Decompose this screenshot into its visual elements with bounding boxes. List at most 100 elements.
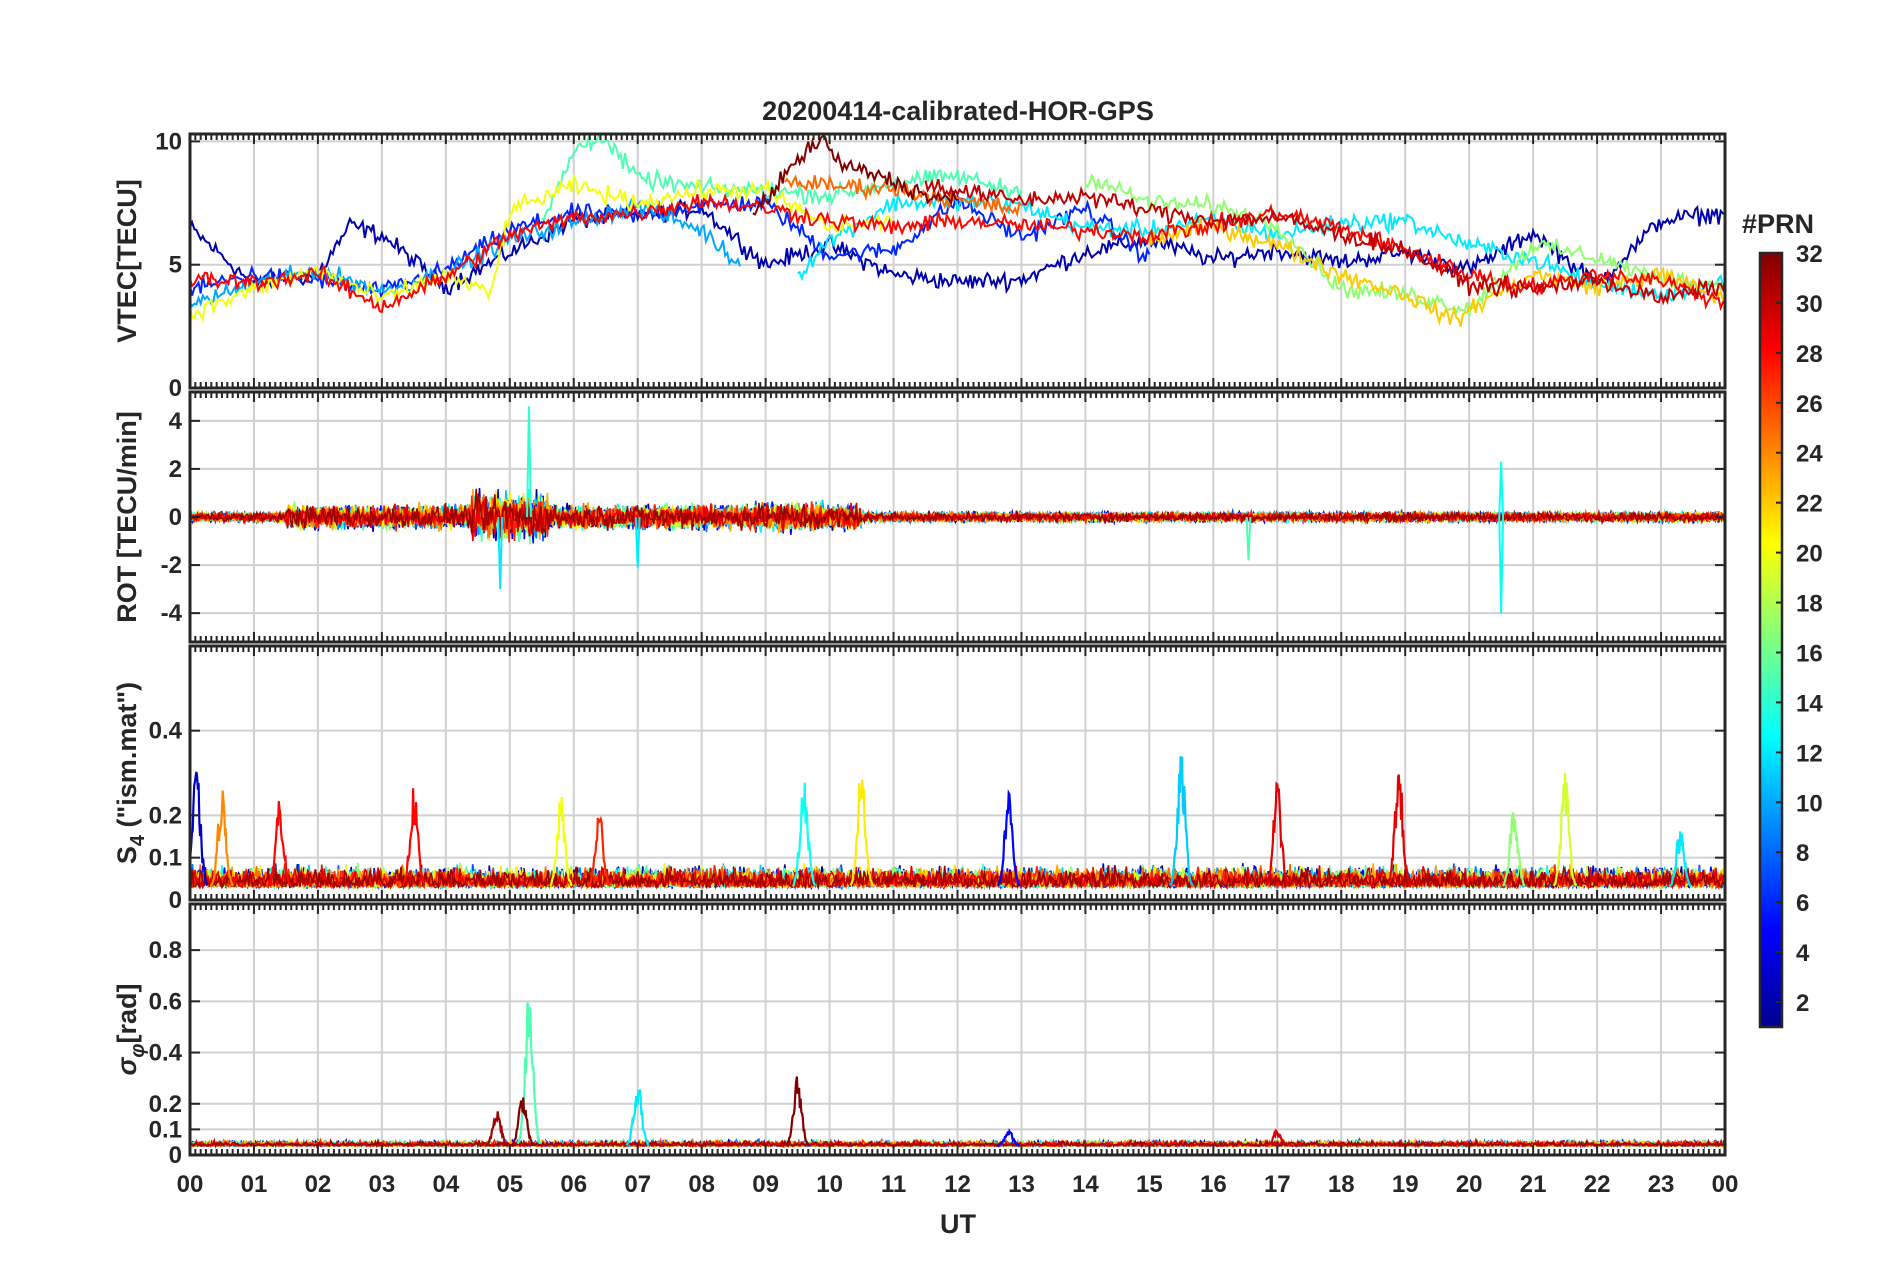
y-axis-label: S4 ("ism.mat") [112,682,149,864]
colorbar-tick-label: 2 [1796,990,1809,1017]
peak-series-prn-27 [587,815,612,887]
y-axis-label: VTEC[TECU] [112,179,142,343]
peak-series-prn-28 [267,801,292,887]
series-group [190,406,1725,614]
y-tick-label: 0 [169,504,182,531]
x-tick-label: 09 [752,1171,779,1198]
x-tick-label: 16 [1200,1171,1227,1198]
x-axis-label: UT [940,1209,976,1239]
series-group [190,756,1725,891]
y-tick-label: 10 [155,128,182,155]
grid [189,904,1726,1156]
colorbar-tick-label: 26 [1796,391,1823,418]
peak-series-prn-20 [549,796,573,887]
rot-panel: -4 -2 0 2 4 ROT [TECU/min] [112,390,1727,644]
peak-series-prn-32 [510,1097,535,1147]
peak-series-prn-5 [997,1128,1021,1147]
y-tick-label: 0.1 [149,845,182,872]
x-tick-label: 23 [1648,1171,1675,1198]
y-tick-label: 0 [169,1142,182,1169]
x-tick-label: 15 [1136,1171,1163,1198]
tick-marks [189,134,1726,389]
colorbar-tick-label: 32 [1796,241,1823,268]
y-tick-label: 0.4 [149,1040,183,1067]
x-tick-label: 00 [177,1171,204,1198]
peak-series-prn-12 [625,1089,650,1146]
y-tick-label: 0.4 [149,718,183,745]
peak-series-prn-29 [1265,781,1289,887]
rot-spike [526,406,532,518]
x-tick-label: 13 [1008,1171,1035,1198]
colorbar-tick-label: 12 [1796,740,1823,767]
colorbar-tick-label: 20 [1796,541,1823,568]
colorbar-label: #PRN [1742,209,1814,239]
chart-title: 20200414-calibrated-HOR-GPS [762,96,1154,126]
y-tick-label: 0.6 [149,988,182,1015]
peak-series-prn-31 [485,1111,509,1147]
x-tick-label: 12 [944,1171,971,1198]
series-line-prn-30 [924,178,1725,306]
x-axis-ticks: 00 01 02 03 04 05 06 07 08 09 10 11 12 13 14 15 16 17 18 19… [177,1171,1739,1198]
y-axis-label: σφ[rad] [112,984,149,1076]
y-tick-label: 0 [169,375,182,402]
colorbar-tick-label: 16 [1796,640,1823,667]
sigma-phi-panel: 00.10.2 0.4 0.6 0.8σφ[rad] [112,902,1727,1169]
series-line-prn-20 [190,172,895,324]
y-tick-label: -2 [161,552,182,579]
peak-series-prn-15 [516,1002,542,1145]
colorbar-tick-label: 30 [1796,291,1823,318]
x-tick-label: 01 [241,1171,268,1198]
x-tick-label: 21 [1520,1171,1547,1198]
x-tick-label: 19 [1392,1171,1419,1198]
peak-series-prn-11 [1169,756,1194,887]
peak-series-prn-32 [785,1076,810,1146]
y-tick-label: 5 [169,252,182,279]
x-tick-label: 18 [1328,1171,1355,1198]
x-tick-label: 22 [1584,1171,1611,1198]
series-line-prn-15 [541,134,1023,222]
rot-spike [497,516,504,590]
x-tick-label: 20 [1456,1171,1483,1198]
colorbar-tick-label: 8 [1796,840,1809,867]
colorbar-tick-label: 22 [1796,491,1823,518]
y-axis-label: ROT [TECU/min] [112,411,142,622]
x-tick-label: 17 [1264,1171,1291,1198]
y-tick-label: 4 [169,408,183,435]
peak-series-prn-3 [190,771,209,887]
peak-series-prn-21 [849,779,874,887]
y-tick-label: 0 [169,887,182,914]
colorbar-tick-label: 6 [1796,890,1809,917]
peak-series-prn-13 [792,782,817,887]
x-tick-label: 03 [369,1171,396,1198]
colorbar-tick-label: 4 [1796,940,1810,967]
x-tick-label: 11 [881,1171,906,1198]
series-group [190,134,1725,327]
tick-marks [189,904,1726,1156]
colorbar-tick-label: 28 [1796,341,1823,368]
peak-series-prn-17 [1502,812,1526,887]
x-tick-label: 05 [496,1171,523,1198]
x-tick-label: 08 [688,1171,715,1198]
y-tick-label: 0.2 [149,802,182,829]
peak-series-prn-29 [1386,774,1412,886]
colorbar-gradient [1758,251,1784,1029]
rot-spike [1245,516,1252,561]
x-tick-label: 00 [1712,1171,1739,1198]
baseline-series-prn-31 [190,864,1725,891]
x-tick-label: 14 [1072,1171,1099,1198]
x-tick-label: 07 [624,1171,651,1198]
y-tick-label: 0.2 [149,1091,182,1118]
tick-marks [189,392,1726,642]
x-tick-label: 02 [305,1171,332,1198]
y-tick-label: 0.8 [149,937,182,964]
x-tick-label: 06 [560,1171,587,1198]
y-tick-label: -4 [161,600,183,627]
x-tick-label: 04 [432,1171,459,1198]
series-line-prn-25 [783,174,1023,218]
colorbar-tick-label: 18 [1796,591,1823,618]
colorbar-tick-label: 24 [1796,441,1823,468]
colorbar-tick-label: 10 [1796,790,1823,817]
peak-series-prn-12 [1668,831,1693,888]
